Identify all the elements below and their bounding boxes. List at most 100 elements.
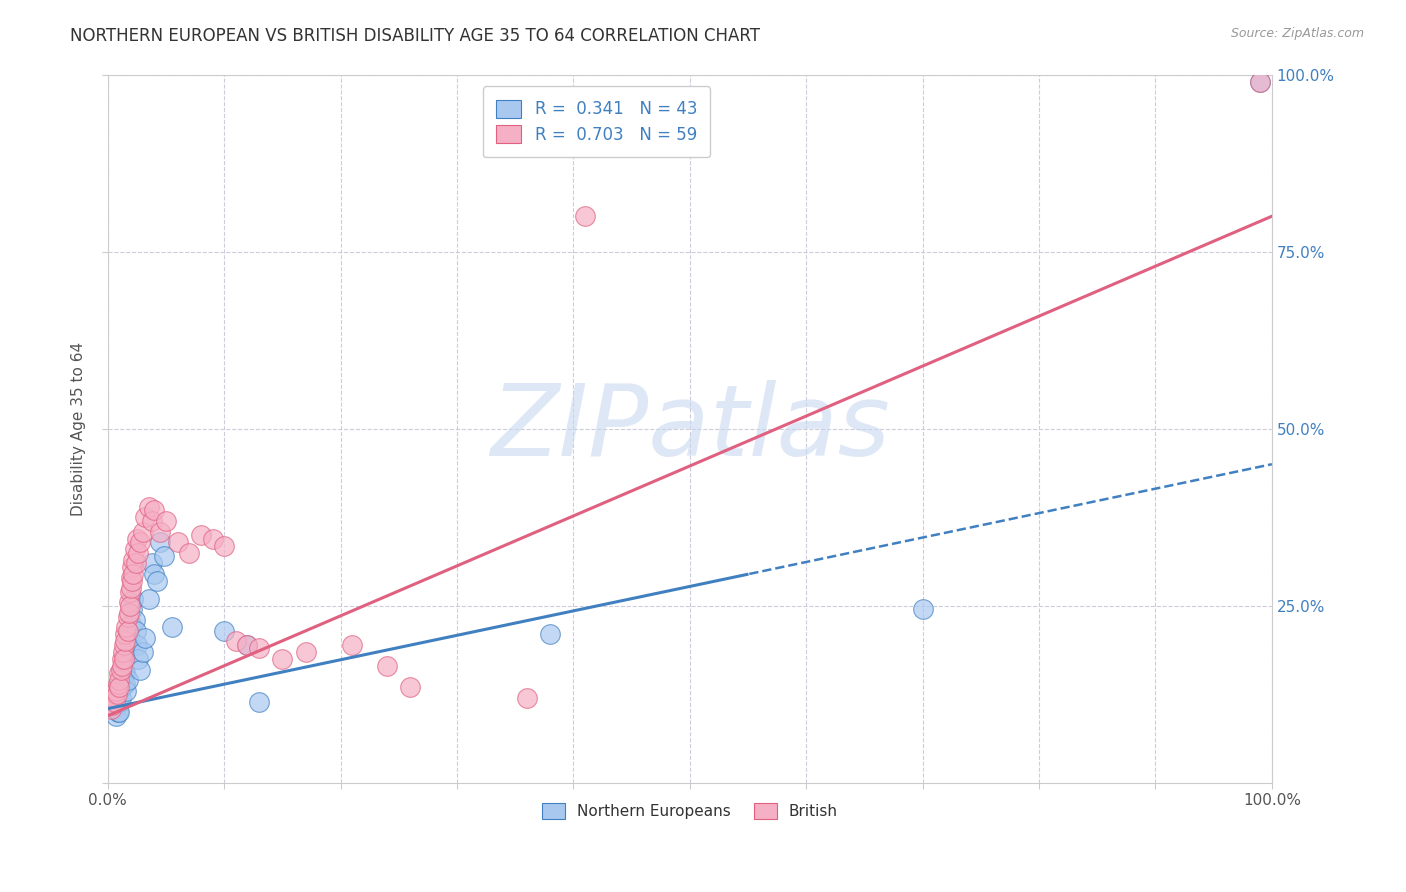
- Point: [236, 638, 259, 652]
- Point: [108, 673, 131, 688]
- Point: [247, 695, 270, 709]
- Point: [111, 645, 134, 659]
- Point: [155, 514, 177, 528]
- Point: [538, 627, 561, 641]
- Point: [112, 663, 135, 677]
- Point: [111, 659, 134, 673]
- Point: [149, 535, 172, 549]
- Point: [111, 681, 134, 695]
- Point: [108, 666, 131, 681]
- Text: NORTHERN EUROPEAN VS BRITISH DISABILITY AGE 35 TO 64 CORRELATION CHART: NORTHERN EUROPEAN VS BRITISH DISABILITY …: [70, 27, 761, 45]
- Point: [105, 688, 128, 702]
- Point: [141, 557, 163, 571]
- Point: [108, 695, 131, 709]
- Point: [271, 652, 294, 666]
- Point: [114, 652, 136, 666]
- Point: [516, 691, 538, 706]
- Point: [112, 652, 135, 666]
- Point: [110, 663, 132, 677]
- Point: [108, 705, 131, 719]
- Text: Source: ZipAtlas.com: Source: ZipAtlas.com: [1230, 27, 1364, 40]
- Point: [117, 609, 139, 624]
- Point: [125, 638, 148, 652]
- Point: [107, 705, 129, 719]
- Point: [201, 532, 224, 546]
- Point: [143, 567, 166, 582]
- Point: [911, 602, 934, 616]
- Y-axis label: Disability Age 35 to 64: Disability Age 35 to 64: [72, 342, 86, 516]
- Legend: Northern Europeans, British: Northern Europeans, British: [536, 797, 844, 825]
- Point: [145, 574, 167, 588]
- Point: [342, 638, 364, 652]
- Point: [125, 557, 148, 571]
- Point: [103, 701, 125, 715]
- Point: [160, 620, 183, 634]
- Point: [120, 616, 142, 631]
- Point: [118, 638, 141, 652]
- Point: [138, 500, 160, 514]
- Point: [121, 574, 143, 588]
- Point: [399, 681, 422, 695]
- Point: [131, 524, 153, 539]
- Point: [122, 567, 145, 582]
- Point: [149, 524, 172, 539]
- Point: [212, 539, 235, 553]
- Point: [115, 620, 138, 634]
- Point: [120, 570, 142, 584]
- Point: [107, 677, 129, 691]
- Point: [117, 624, 139, 638]
- Point: [115, 684, 138, 698]
- Point: [114, 634, 136, 648]
- Point: [129, 535, 152, 549]
- Point: [294, 645, 316, 659]
- Point: [1249, 74, 1271, 88]
- Point: [118, 584, 141, 599]
- Point: [131, 645, 153, 659]
- Point: [125, 532, 148, 546]
- Point: [110, 691, 132, 706]
- Point: [236, 638, 259, 652]
- Point: [141, 514, 163, 528]
- Point: [121, 560, 143, 574]
- Point: [179, 546, 201, 560]
- Point: [118, 606, 141, 620]
- Point: [225, 634, 247, 648]
- Point: [117, 673, 139, 688]
- Point: [103, 691, 125, 706]
- Point: [114, 677, 136, 691]
- Point: [104, 695, 127, 709]
- Point: [105, 698, 128, 712]
- Point: [127, 546, 149, 560]
- Point: [134, 510, 156, 524]
- Point: [138, 591, 160, 606]
- Point: [114, 627, 136, 641]
- Point: [118, 599, 141, 613]
- Point: [111, 652, 134, 666]
- Point: [112, 638, 135, 652]
- Point: [574, 209, 596, 223]
- Point: [129, 663, 152, 677]
- Point: [122, 553, 145, 567]
- Point: [125, 624, 148, 638]
- Point: [166, 535, 188, 549]
- Point: [212, 624, 235, 638]
- Point: [121, 602, 143, 616]
- Point: [127, 652, 149, 666]
- Point: [111, 666, 134, 681]
- Point: [118, 595, 141, 609]
- Point: [108, 684, 131, 698]
- Point: [134, 631, 156, 645]
- Point: [247, 641, 270, 656]
- Point: [143, 503, 166, 517]
- Point: [100, 701, 122, 715]
- Point: [120, 581, 142, 595]
- Point: [1249, 74, 1271, 88]
- Point: [124, 613, 146, 627]
- Point: [114, 666, 136, 681]
- Point: [108, 681, 131, 695]
- Text: ZIPatlas: ZIPatlas: [489, 380, 890, 477]
- Point: [104, 708, 127, 723]
- Point: [104, 684, 127, 698]
- Point: [190, 528, 212, 542]
- Point: [375, 659, 398, 673]
